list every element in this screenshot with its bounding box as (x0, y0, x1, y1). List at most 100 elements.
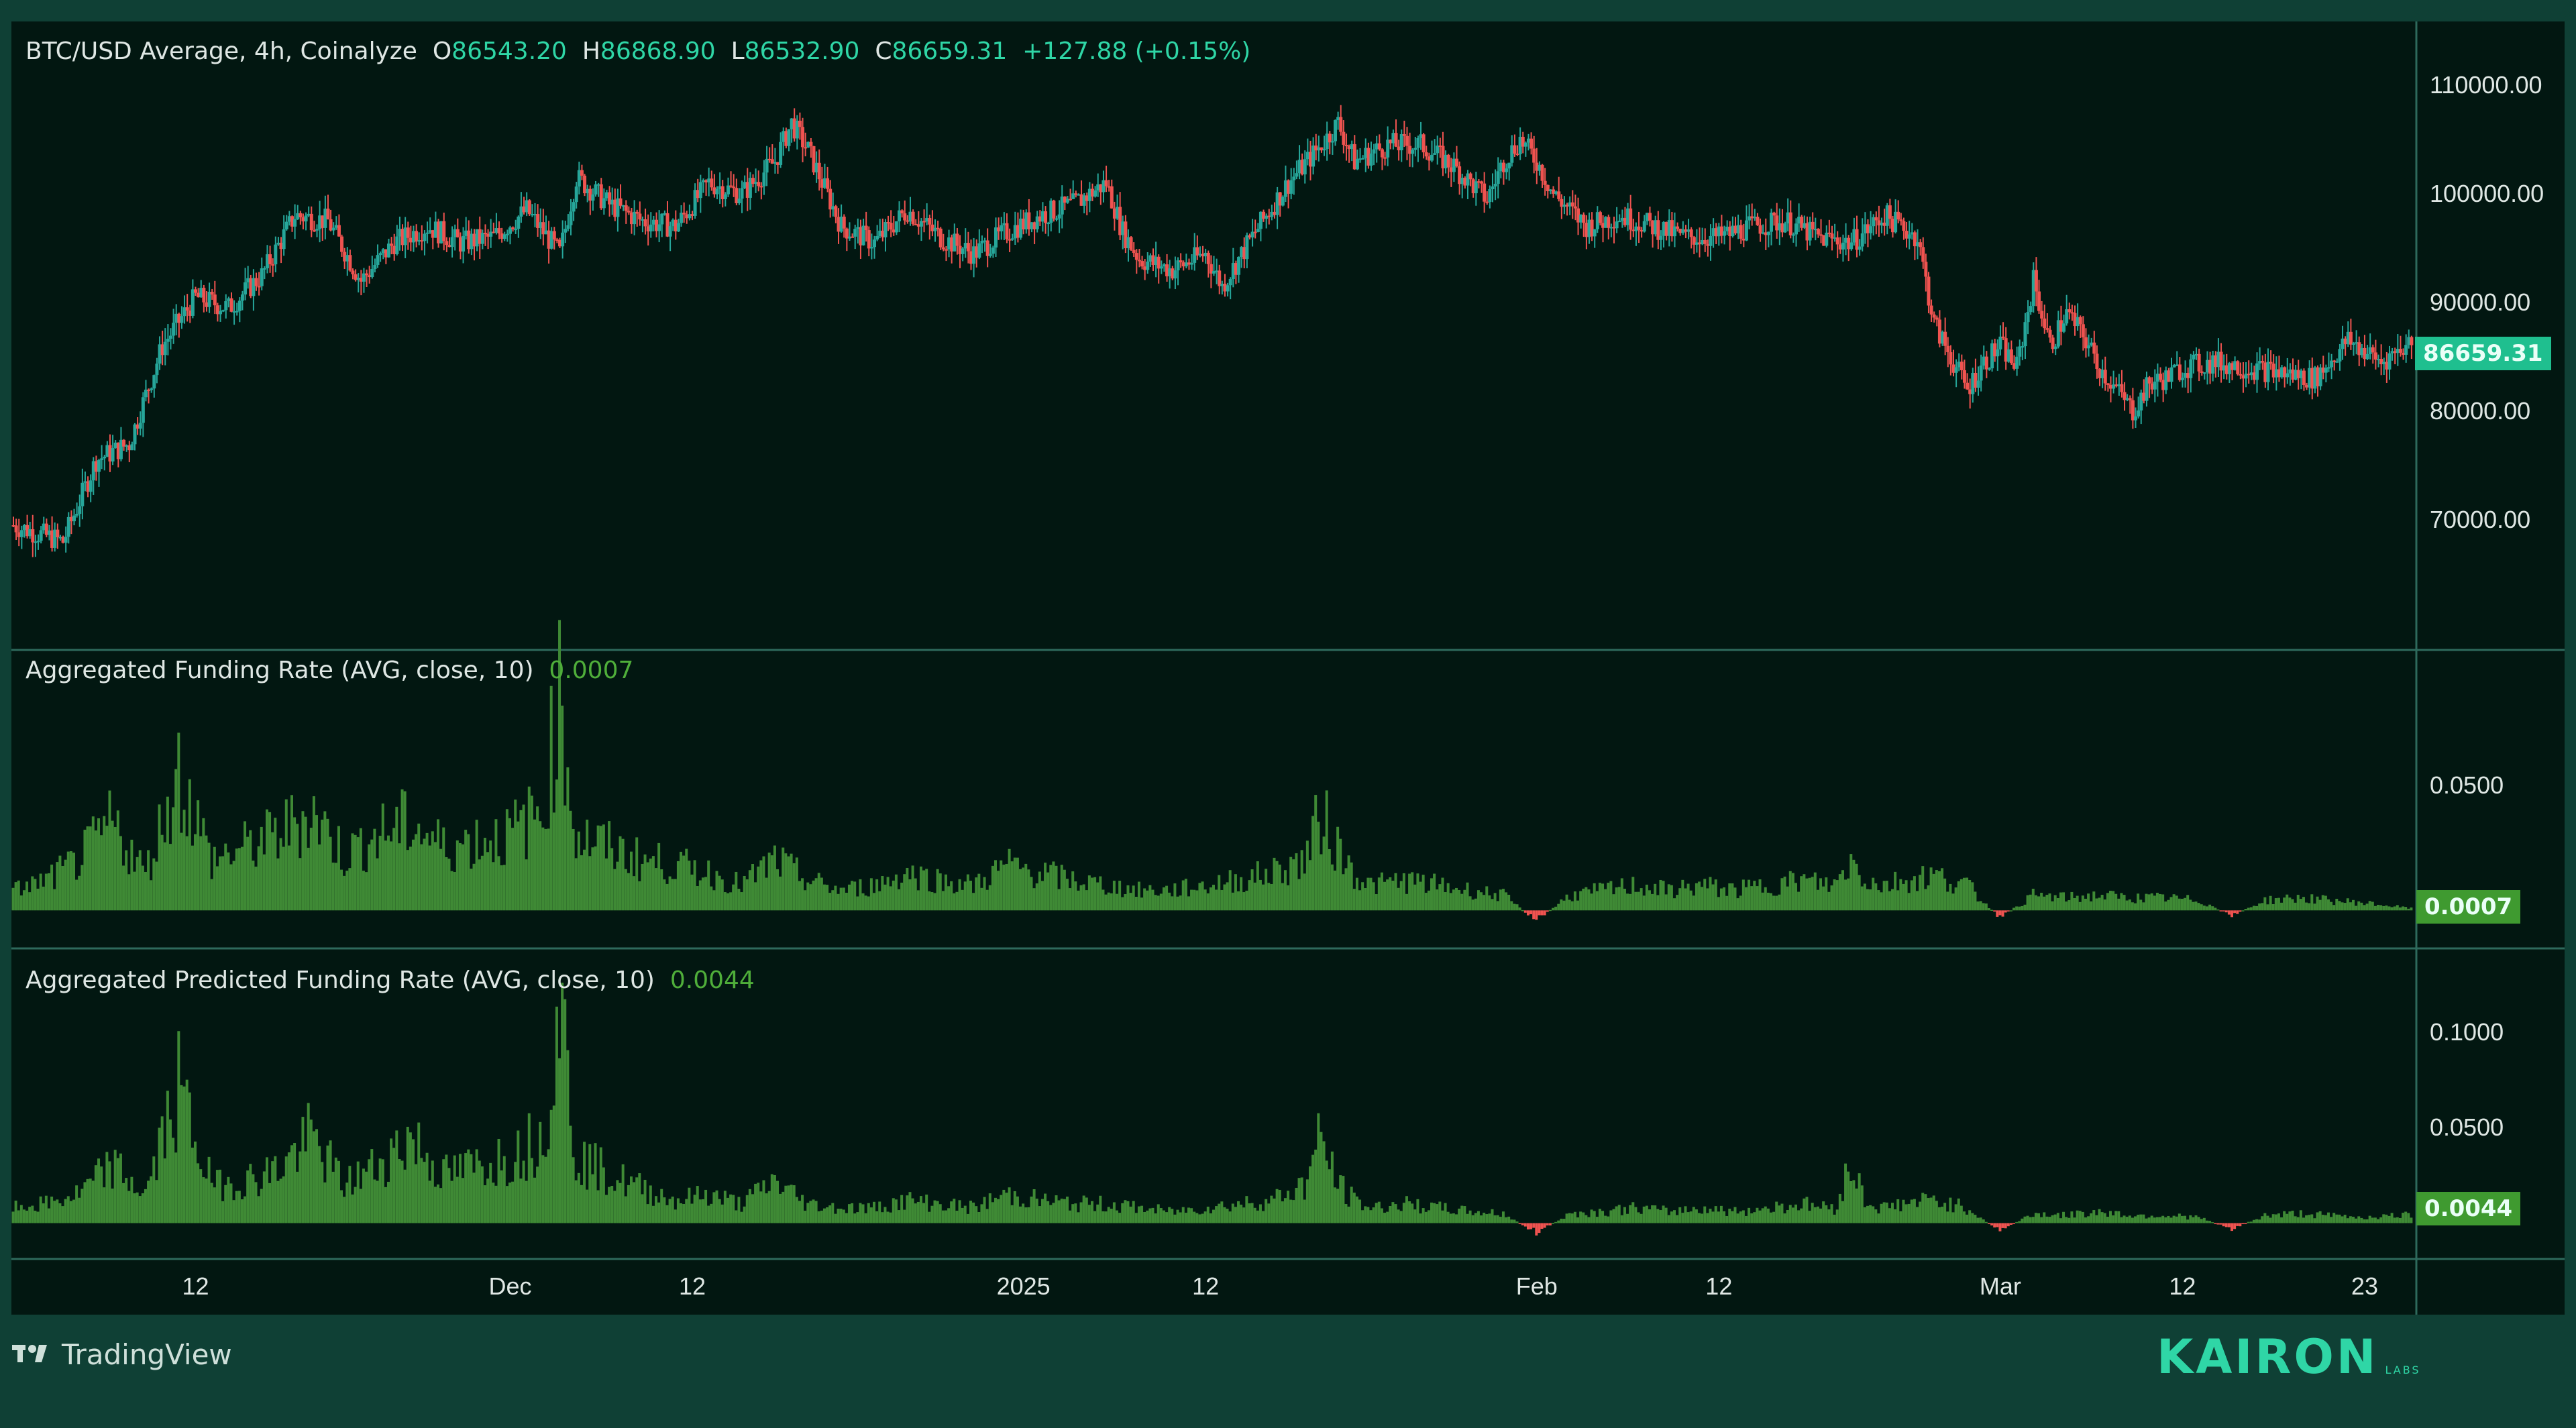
price-candle (851, 236, 855, 238)
predicted-bar (307, 1103, 310, 1223)
price-candle (42, 523, 46, 531)
funding-bar (412, 839, 415, 911)
predicted-bar (453, 1155, 456, 1223)
price-candle (307, 213, 311, 216)
predicted-bar (279, 1178, 282, 1223)
predicted-bar (680, 1203, 683, 1223)
funding-bar (2263, 897, 2267, 911)
predicted-bar (1408, 1201, 1411, 1223)
price-candle (1916, 242, 1920, 247)
predicted-bar (514, 1162, 517, 1223)
predicted-bar (356, 1161, 360, 1223)
funding-bar (1662, 881, 1665, 911)
predicted-bar (2396, 1217, 2399, 1223)
funding-bar (260, 826, 263, 911)
price-candle (1736, 225, 1740, 233)
tradingview-logo[interactable]: TradingView (12, 1337, 232, 1371)
funding-bar (1772, 895, 1776, 911)
price-candle (1913, 232, 1917, 247)
predicted-bar (1159, 1208, 1163, 1223)
funding-bar (1408, 873, 1411, 911)
price-candle (911, 211, 915, 224)
predicted-bar (1032, 1189, 1036, 1223)
price-candle (130, 444, 134, 451)
predicted-bar (1330, 1151, 1334, 1223)
predicted-bar (682, 1203, 686, 1223)
predicted-bar (144, 1189, 147, 1223)
funding-bar (2029, 894, 2032, 911)
predicted-bar (762, 1180, 765, 1223)
funding-bar (898, 889, 901, 911)
price-candle (177, 313, 181, 323)
funding-bar (1049, 865, 1053, 911)
predicted-bar (293, 1143, 297, 1223)
funding-bar (1168, 892, 1171, 911)
price-candle (591, 194, 595, 201)
price-candle (445, 241, 449, 245)
predicted-bar (1289, 1199, 1293, 1223)
price-candle (1648, 213, 1652, 221)
funding-bar (1330, 864, 1334, 911)
price-candle (1629, 208, 1633, 230)
predicted-bar (883, 1207, 887, 1223)
predicted-bar (122, 1183, 125, 1223)
predicted-bar (792, 1185, 796, 1223)
price-candle (1921, 247, 1925, 262)
funding-bar (1780, 878, 1784, 911)
funding-bar (1419, 881, 1422, 911)
price-candle (368, 275, 372, 278)
price-candle (489, 231, 493, 237)
funding-bar (574, 858, 578, 911)
funding-bar (1077, 890, 1080, 911)
price-candle (2335, 361, 2339, 363)
funding-bars (11, 620, 2413, 920)
predicted-bar (1419, 1213, 1422, 1223)
funding-bar (384, 840, 387, 911)
price-candle (2043, 318, 2047, 329)
predicted-bar (340, 1190, 343, 1223)
funding-bar (1352, 889, 1356, 911)
price-candle (47, 530, 51, 535)
price-candle (627, 211, 631, 213)
funding-bar (194, 834, 197, 911)
funding-bar (191, 845, 194, 911)
funding-bar (2236, 910, 2239, 914)
price-candle (94, 461, 98, 472)
predicted-bar (2244, 1223, 2247, 1225)
funding-bar (340, 869, 343, 911)
price-candle (1993, 343, 1997, 357)
funding-bar (2076, 895, 2079, 911)
price-candle (1753, 217, 1757, 219)
funding-bar (2396, 905, 2399, 911)
price-candle (2068, 309, 2072, 313)
funding-bar (1535, 910, 1538, 920)
price-candle (2048, 329, 2052, 338)
price-candle (2169, 367, 2174, 382)
price-candle (762, 172, 766, 186)
funding-bar (1860, 886, 1864, 911)
price-candle (354, 274, 358, 280)
price-candle (182, 307, 186, 317)
predicted-bar (1573, 1211, 1576, 1223)
predicted-bar (1960, 1205, 1963, 1223)
predicted-bar (152, 1156, 156, 1223)
funding-bar (873, 893, 876, 911)
predicted-bar (1813, 1207, 1817, 1223)
price-candle (2087, 345, 2091, 349)
price-candle (1951, 364, 1955, 373)
predicted-bar (1245, 1196, 1248, 1223)
predicted-bar (886, 1211, 890, 1223)
predicted-bar (1998, 1223, 2002, 1231)
price-candle (997, 227, 1001, 231)
funding-bar (1181, 880, 1185, 911)
predicted-bar (2051, 1215, 2054, 1223)
predicted-bar (1532, 1223, 1536, 1228)
price-candle (2324, 368, 2328, 373)
funding-bar (1171, 896, 1174, 911)
funding-bar (1427, 890, 1430, 911)
price-candle (2230, 363, 2234, 370)
price-candle (323, 209, 327, 228)
funding-bar (790, 853, 793, 911)
predicted-bar (1620, 1215, 1623, 1223)
funding-bar (177, 732, 180, 911)
